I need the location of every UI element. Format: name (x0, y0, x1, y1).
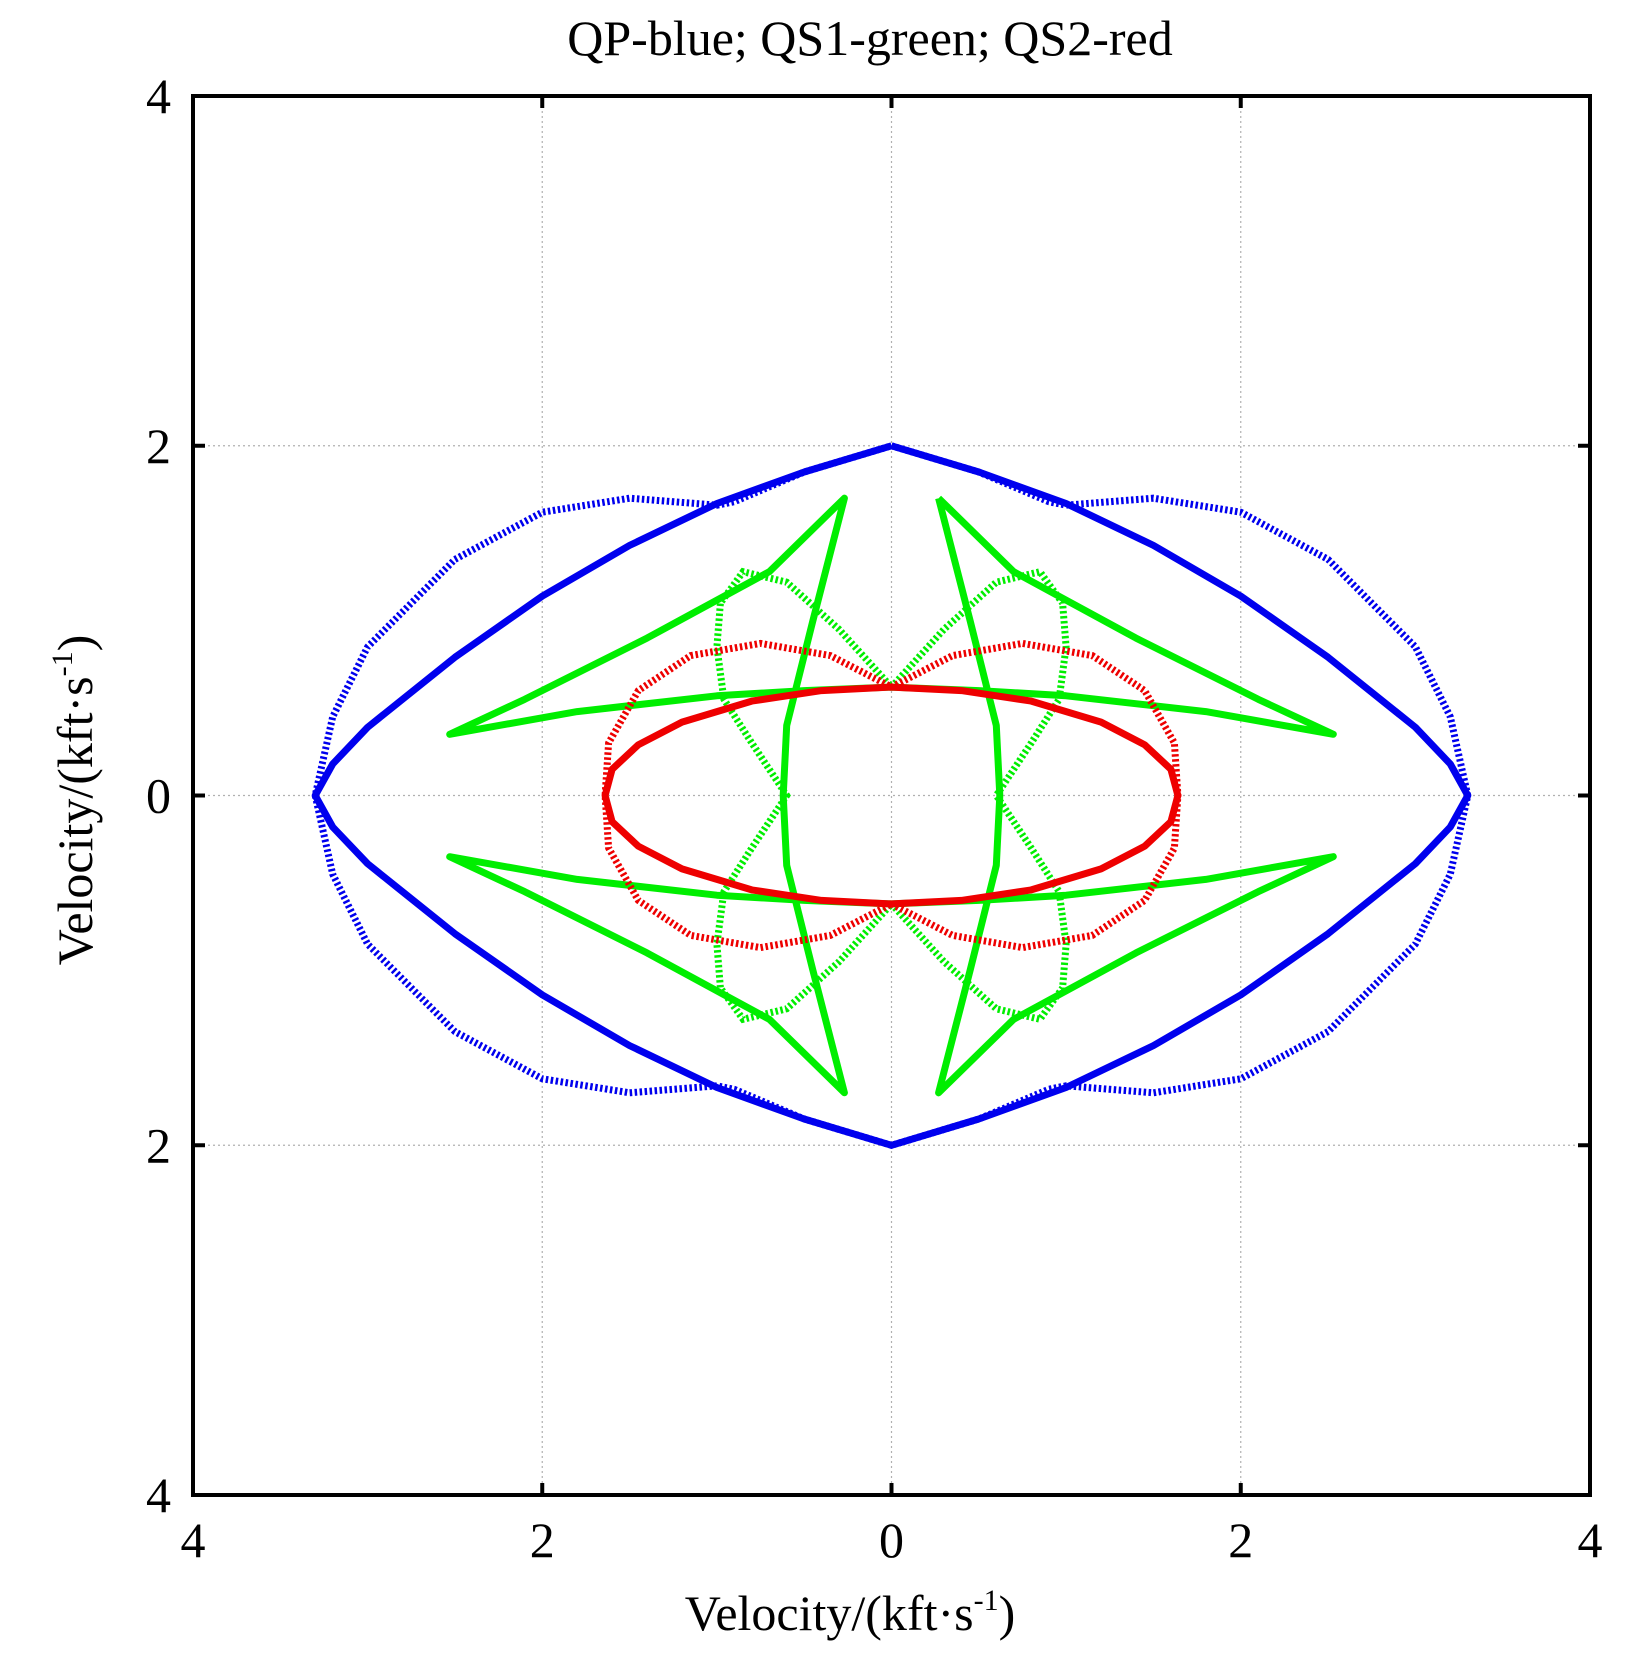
x-tick-label-3: 2 (1228, 1512, 1253, 1568)
series-red-solid (601, 683, 1182, 908)
y-axis-label-close: ) (47, 635, 103, 652)
y-tick-label-4: 4 (146, 68, 171, 124)
x-tick-label-2: 0 (879, 1512, 904, 1568)
x-tick-label-0: 4 (181, 1512, 206, 1568)
y-axis-label-text: Velocity/(kft·s (47, 676, 103, 965)
series-blue-solid (311, 442, 1472, 1149)
y-tick-label-2: 0 (146, 768, 171, 824)
x-tick-label-4: 4 (1578, 1512, 1603, 1568)
x-axis-label: Velocity/(kft·s-1) (685, 1584, 1015, 1641)
x-axis-label-sup: -1 (974, 1584, 999, 1617)
y-axis-label: Velocity/(kft·s-1) (46, 635, 103, 965)
series-green-dotted (713, 567, 1070, 1024)
y-tick-label-3: 2 (146, 418, 171, 474)
y-axis-label-sup: -1 (46, 651, 79, 676)
y-tick-label-1: 2 (146, 1117, 171, 1173)
series-curves (311, 442, 1472, 1149)
x-axis-label-text: Velocity/(kft·s (685, 1585, 974, 1641)
series-red-dotted (601, 639, 1182, 952)
x-tick-label-1: 2 (530, 1512, 555, 1568)
plot-frame (191, 94, 1592, 1497)
y-tick-label-0: 4 (146, 1467, 171, 1523)
x-axis-label-close: ) (999, 1585, 1016, 1641)
chart-title: QP-blue; QS1-green; QS2-red (567, 10, 1172, 66)
tick-marks (191, 94, 1592, 1497)
grid-lines (193, 96, 1590, 1495)
